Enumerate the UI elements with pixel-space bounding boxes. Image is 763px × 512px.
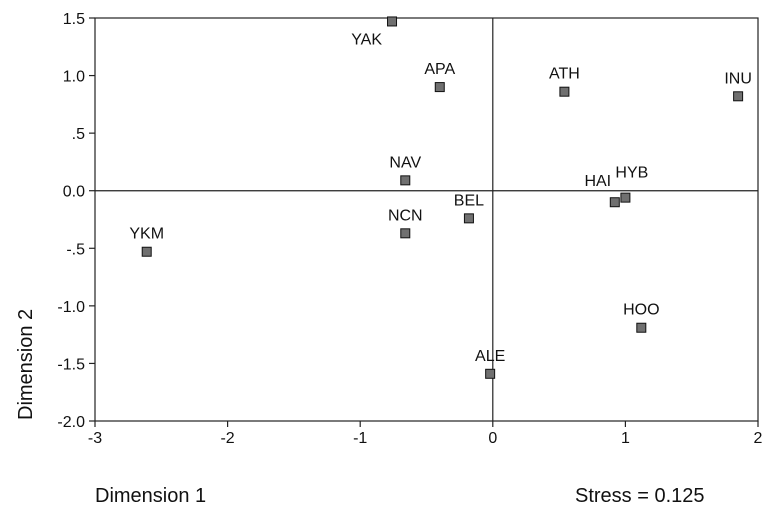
point-label: NAV [389,154,421,171]
x-tick-label: -2 [220,430,234,447]
point-marker [559,86,570,97]
data-point-ale: ALE [475,348,505,379]
point-label: YAK [351,31,382,48]
data-point-hai: HAI [584,173,620,208]
data-point-hoo: HOO [623,302,660,333]
point-label: HAI [584,173,611,190]
point-label: BEL [454,192,484,209]
point-marker [434,82,445,93]
y-tick-label: -1.5 [57,356,85,373]
data-point-yak: YAK [351,16,398,48]
point-marker [485,368,496,379]
point-marker [387,16,398,27]
point-marker [620,192,631,203]
point-marker [609,197,620,208]
y-axis-title: Dimension 2 [15,309,37,420]
y-tick-label: 1.5 [63,11,85,28]
data-point-apa: APA [424,61,456,93]
point-label: INU [724,70,752,87]
point-label: YKM [129,226,164,243]
data-point-hyb: HYB [615,165,648,203]
plot-frame [94,17,759,422]
data-point-ykm: YKM [129,226,164,257]
y-tick-label: 1.0 [63,69,85,86]
point-marker [463,213,474,224]
point-label: APA [424,61,455,78]
x-tick-label: 1 [621,430,630,447]
x-tick-label: 2 [754,430,763,447]
point-marker [733,91,744,102]
point-marker [141,246,152,257]
x-tick-label: -3 [88,430,102,447]
x-tick-label: 0 [488,430,497,447]
data-point-ncn: NCN [388,207,423,239]
point-label: HOO [623,302,659,319]
data-point-ath: ATH [549,66,580,97]
point-marker [636,322,647,333]
data-point-inu: INU [724,70,752,102]
data-point-nav: NAV [389,154,421,186]
point-label: ATH [549,66,580,83]
y-tick-label: -2.0 [57,414,85,431]
y-tick-label: 0.0 [63,184,85,201]
point-label: HYB [615,165,648,182]
y-tick-label: -1.0 [57,299,85,316]
point-marker [400,175,411,186]
stress-annotation: Stress = 0.125 [575,485,705,507]
data-point-bel: BEL [454,192,484,224]
y-axis-ticks: 1.5 1.0 .5 0.0 -.5 -1.0 -1.5 -2.0 [57,11,95,431]
x-tick-label: -1 [353,430,367,447]
x-axis-ticks: -3 -2 -1 0 1 2 [88,421,763,447]
point-label: NCN [388,207,423,224]
y-tick-label: .5 [72,126,85,143]
point-marker [400,228,411,239]
x-axis-title: Dimension 1 [95,485,206,507]
y-tick-label: -.5 [66,241,85,258]
point-label: ALE [475,348,505,365]
